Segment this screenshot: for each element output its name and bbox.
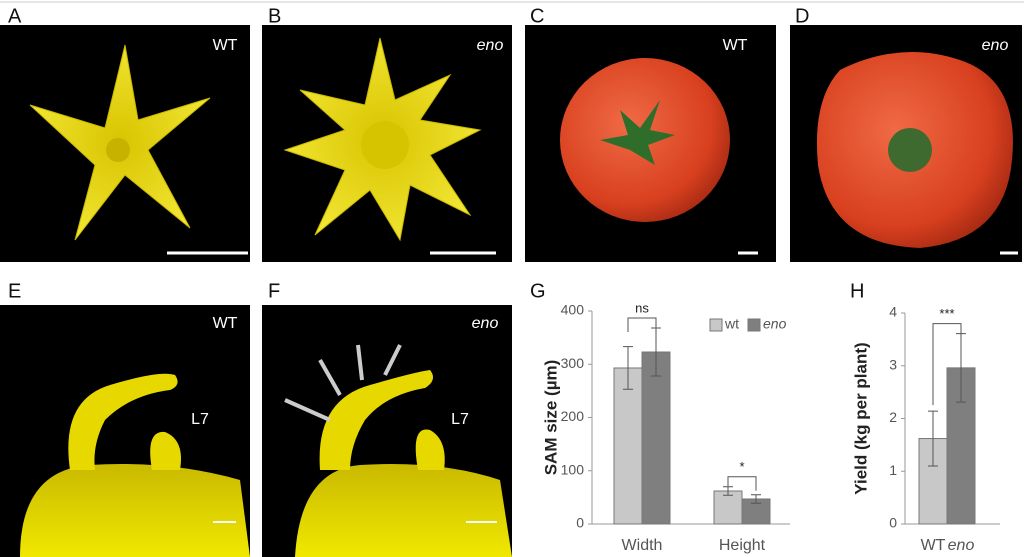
error-bar xyxy=(956,333,966,403)
caption: WT xyxy=(723,37,748,54)
trichomes xyxy=(284,344,402,422)
y-tick-label: 0 xyxy=(576,515,584,531)
panel-label: C xyxy=(530,5,544,27)
panel-label: H xyxy=(850,280,864,302)
error-bar xyxy=(751,494,761,504)
error-bar xyxy=(928,410,938,467)
stem xyxy=(20,464,250,557)
significance-bracket xyxy=(932,323,962,406)
caption: WT xyxy=(213,315,238,332)
calyx xyxy=(888,128,932,172)
leaf-label: L7 xyxy=(451,411,469,428)
y-tick-label: 100 xyxy=(561,461,585,477)
y-tick-label: 2 xyxy=(889,409,897,425)
panel-label: A xyxy=(8,5,22,27)
panel-c xyxy=(525,25,776,262)
bar xyxy=(641,351,671,525)
significance-bracket xyxy=(627,317,657,333)
panel-a xyxy=(0,25,250,262)
bar xyxy=(713,490,743,525)
calyx xyxy=(600,100,675,165)
panel-label: G xyxy=(530,280,546,302)
y-tick-label: 0 xyxy=(889,515,897,531)
x-tick-label: WT xyxy=(921,537,946,554)
x-tick-label: Width xyxy=(622,537,663,554)
caption: eno xyxy=(982,37,1009,54)
x-tick-label: eno xyxy=(948,537,975,554)
panel-e xyxy=(0,305,250,557)
y-tick-label: 300 xyxy=(561,355,585,371)
y-axis-label: Yield (kg per plant) xyxy=(851,342,870,494)
leaf-primordium xyxy=(68,373,178,470)
error-bar xyxy=(623,346,633,390)
y-tick-label: 400 xyxy=(561,302,585,318)
panel-label: E xyxy=(8,280,21,302)
significance-label: *** xyxy=(939,306,954,321)
flower-center xyxy=(361,121,409,169)
panel-label: F xyxy=(268,280,280,302)
leaf-primordium xyxy=(415,429,445,470)
y-tick-label: 200 xyxy=(561,408,585,424)
flower-center xyxy=(106,138,130,162)
caption: eno xyxy=(472,315,499,332)
legend-swatch xyxy=(709,318,723,332)
panel-d xyxy=(790,25,1022,262)
y-axis-label: SAM size (µm) xyxy=(541,360,560,476)
stem xyxy=(295,464,512,557)
caption: WT xyxy=(213,37,238,54)
legend-label: eno xyxy=(763,316,787,332)
legend-label: wt xyxy=(724,316,739,332)
leaf-primordium xyxy=(150,431,181,470)
x-tick-label: Height xyxy=(719,537,766,554)
significance-bracket xyxy=(727,476,757,491)
leaf-primordium xyxy=(319,370,434,470)
significance-label: * xyxy=(739,459,744,474)
panel-label: B xyxy=(268,5,281,27)
significance-label: ns xyxy=(635,300,649,315)
caption: eno xyxy=(477,37,504,54)
legend-swatch xyxy=(747,318,761,332)
panel-b xyxy=(262,25,512,262)
bar xyxy=(613,367,643,525)
leaf-label: L7 xyxy=(191,411,209,428)
panel-f xyxy=(262,305,512,557)
y-tick-label: 3 xyxy=(889,356,897,372)
panel-label: D xyxy=(795,5,809,27)
y-tick-label: 4 xyxy=(889,304,897,320)
y-tick-label: 1 xyxy=(889,462,897,478)
